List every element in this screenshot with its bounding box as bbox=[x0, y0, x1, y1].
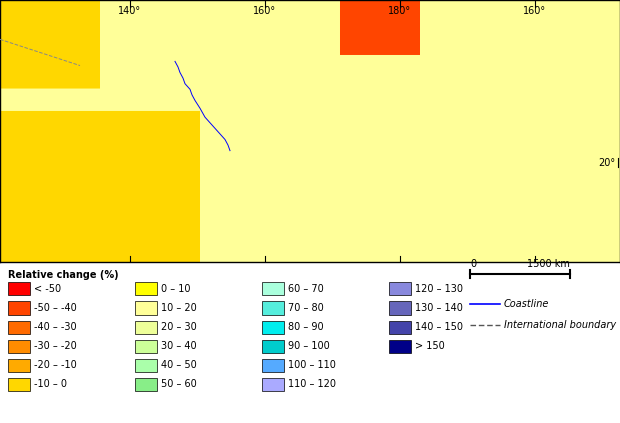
Bar bbox=[262, 321, 284, 334]
Text: 40 – 50: 40 – 50 bbox=[161, 360, 197, 370]
Text: > 150: > 150 bbox=[415, 341, 445, 351]
Bar bbox=[135, 378, 157, 391]
Text: 140 – 150: 140 – 150 bbox=[415, 322, 463, 332]
Text: 140°: 140° bbox=[118, 5, 141, 16]
Text: 80 – 90: 80 – 90 bbox=[288, 322, 324, 332]
Text: 0 – 10: 0 – 10 bbox=[161, 284, 190, 294]
Text: 100 – 110: 100 – 110 bbox=[288, 360, 336, 370]
Bar bbox=[8, 359, 30, 372]
Text: -50 – -40: -50 – -40 bbox=[34, 303, 77, 313]
Text: -10 – 0: -10 – 0 bbox=[34, 379, 67, 389]
Bar bbox=[389, 283, 411, 295]
Bar bbox=[8, 378, 30, 391]
Bar bbox=[389, 321, 411, 334]
Text: 70 – 80: 70 – 80 bbox=[288, 303, 324, 313]
Text: 50 – 60: 50 – 60 bbox=[161, 379, 197, 389]
Bar bbox=[135, 283, 157, 295]
Text: 10 – 20: 10 – 20 bbox=[161, 303, 197, 313]
Text: 90 – 100: 90 – 100 bbox=[288, 341, 330, 351]
Bar bbox=[8, 283, 30, 295]
Text: -40 – -30: -40 – -30 bbox=[34, 322, 77, 332]
Text: 130 – 140: 130 – 140 bbox=[415, 303, 463, 313]
Text: 160°: 160° bbox=[254, 5, 277, 16]
Bar bbox=[262, 302, 284, 314]
Text: 20°: 20° bbox=[598, 158, 615, 168]
Text: 120 – 130: 120 – 130 bbox=[415, 284, 463, 294]
Bar bbox=[389, 340, 411, 353]
Text: < -50: < -50 bbox=[34, 284, 61, 294]
Bar bbox=[262, 283, 284, 295]
Bar bbox=[8, 302, 30, 314]
Text: 0: 0 bbox=[470, 259, 476, 269]
Text: International boundary: International boundary bbox=[504, 319, 616, 330]
Text: 1500 km: 1500 km bbox=[527, 259, 570, 269]
Text: Coastline: Coastline bbox=[504, 299, 549, 310]
Bar bbox=[389, 302, 411, 314]
Bar bbox=[262, 378, 284, 391]
Bar bbox=[135, 302, 157, 314]
Text: Relative change (%): Relative change (%) bbox=[8, 270, 118, 280]
Bar bbox=[135, 321, 157, 334]
Text: 30 – 40: 30 – 40 bbox=[161, 341, 197, 351]
Bar bbox=[8, 340, 30, 353]
Text: -30 – -20: -30 – -20 bbox=[34, 341, 77, 351]
Bar bbox=[135, 359, 157, 372]
Text: 20 – 30: 20 – 30 bbox=[161, 322, 197, 332]
Text: -20 – -10: -20 – -10 bbox=[34, 360, 77, 370]
Text: 110 – 120: 110 – 120 bbox=[288, 379, 336, 389]
Text: 180°: 180° bbox=[389, 5, 412, 16]
Bar bbox=[8, 321, 30, 334]
Bar bbox=[262, 340, 284, 353]
Text: 160°: 160° bbox=[523, 5, 547, 16]
Bar bbox=[262, 359, 284, 372]
Bar bbox=[135, 340, 157, 353]
Text: 60 – 70: 60 – 70 bbox=[288, 284, 324, 294]
